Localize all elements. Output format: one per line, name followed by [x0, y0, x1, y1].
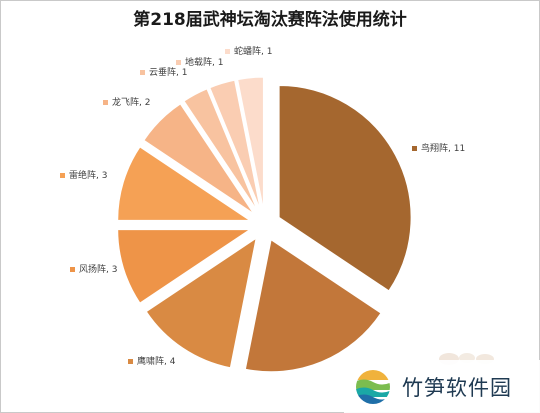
slice-label-swatch: [140, 70, 145, 75]
pie-slice-4: [117, 146, 252, 221]
slice-label-text: 蛇蟠阵, 1: [234, 47, 273, 57]
slice-label-text: 云垂阵, 1: [149, 68, 188, 78]
pie-slice-0: [278, 84, 412, 292]
slice-label-text: 鸟翔阵, 11: [421, 144, 466, 154]
slice-label-text: 鹰啸阵, 4: [137, 357, 176, 367]
slice-label-swatch: [103, 100, 108, 105]
slice-label-2: 鹰啸阵, 4: [128, 354, 175, 367]
slice-label-0: 鸟翔阵, 11: [412, 141, 465, 154]
slice-label-swatch: [412, 146, 417, 151]
slice-label-text: 雷绝阵, 3: [69, 171, 108, 181]
pie-slice-8: [237, 76, 264, 210]
slice-label-7: 地载阵, 1: [176, 55, 223, 68]
pie-slice-5: [143, 103, 255, 215]
watermark-text: 竹笋软件园: [402, 375, 512, 400]
slice-label-text: 风扬阵, 3: [79, 265, 118, 275]
pie-slice-7: [209, 79, 261, 210]
pie-slice-3: [117, 229, 252, 304]
slice-label-text: 龙飞阵, 2: [112, 98, 151, 108]
slice-label-3: 风扬阵, 3: [70, 262, 117, 275]
slice-label-swatch: [70, 267, 75, 272]
slice-label-swatch: [176, 60, 181, 65]
chart-title: 第218届武神坛淘汰赛阵法使用统计: [133, 10, 407, 30]
pie-slice-6: [183, 88, 258, 212]
watermark-logo-icon: [356, 369, 390, 404]
slice-label-text: 地载阵, 1: [185, 58, 224, 68]
pie-slice-2: [145, 237, 257, 369]
slice-label-5: 龙飞阵, 2: [103, 95, 150, 108]
slice-label-swatch: [60, 173, 65, 178]
pie-slice-1: [244, 238, 382, 373]
slice-label-swatch: [128, 359, 133, 364]
slice-label-8: 蛇蟠阵, 1: [225, 44, 272, 57]
slice-label-4: 雷绝阵, 3: [60, 168, 107, 181]
slice-label-swatch: [225, 49, 230, 54]
slice-label-6: 云垂阵, 1: [140, 65, 187, 78]
watermark: 竹笋软件园: [344, 360, 540, 413]
